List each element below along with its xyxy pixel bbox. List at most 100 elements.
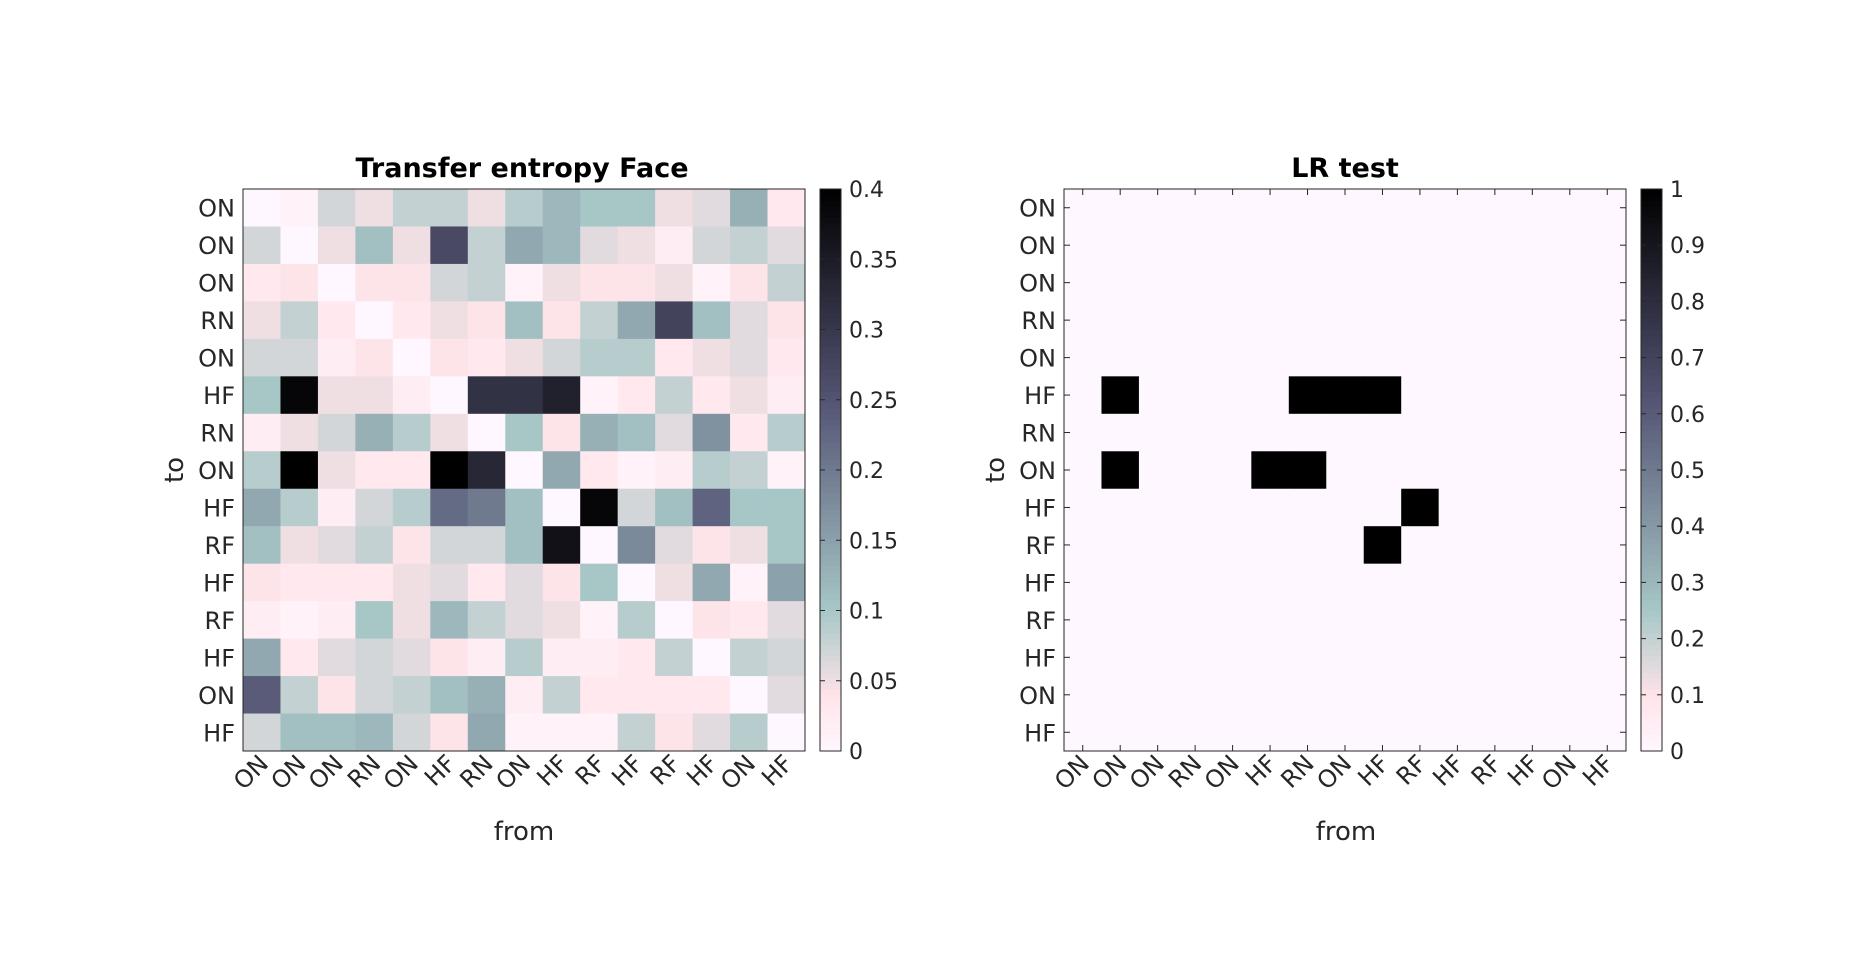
heatmap-cell <box>1401 526 1440 565</box>
colorbar-segment <box>1641 554 1662 561</box>
heatmap-cell <box>1288 526 1327 565</box>
heatmap-cell <box>1476 676 1515 715</box>
heatmap-cell <box>1438 413 1477 452</box>
heatmap-cell <box>317 526 356 565</box>
heatmap-cell <box>1064 263 1102 302</box>
heatmap-cell <box>243 601 281 640</box>
heatmap-cell <box>1213 563 1252 602</box>
heatmap-cell <box>1064 413 1102 452</box>
heatmap-cell <box>430 413 469 452</box>
heatmap-cell <box>767 601 806 640</box>
colorbar-segment <box>820 514 841 522</box>
heatmap-cell <box>1513 189 1552 227</box>
heatmap-cell <box>1176 526 1215 565</box>
colorbar-segment <box>1641 413 1662 421</box>
y-tick-label: ON <box>198 270 235 298</box>
heatmap-cell <box>1101 526 1140 565</box>
y-tick-label: HF <box>203 382 235 410</box>
colorbar-segment <box>1641 447 1662 454</box>
colorbar-segment <box>820 413 841 421</box>
heatmap-cell <box>1138 488 1177 527</box>
axis-tick-marks <box>1064 189 1626 751</box>
colorbar: 0 0.1 0.2 0.3 0.4 0.5 0.6 0.7 0.8 0.9 1 <box>1640 178 1705 765</box>
heatmap-cell <box>317 263 356 302</box>
heatmap-cell <box>1401 189 1440 227</box>
heatmap-cell <box>317 413 356 452</box>
colorbar-segment <box>820 402 841 409</box>
colorbar-segment <box>820 475 841 482</box>
colorbar-segment <box>1641 256 1662 263</box>
heatmap-cell <box>1551 488 1590 527</box>
colorbar-segment <box>820 222 841 229</box>
heatmap-cell <box>692 488 731 527</box>
heatmap-cell <box>317 563 356 602</box>
heatmap-cell <box>1551 451 1590 490</box>
heatmap-cell <box>1176 301 1215 340</box>
colorbar-segment <box>820 554 841 561</box>
heatmap-cell <box>1176 451 1215 490</box>
heatmap-cell <box>280 226 319 265</box>
heatmap-cell <box>430 601 469 640</box>
colorbar-segment <box>1641 340 1662 347</box>
colorbar-segment <box>1641 689 1662 696</box>
heatmap-cell <box>243 488 281 527</box>
heatmap-cell <box>1288 301 1327 340</box>
colorbar-segment <box>820 228 841 235</box>
heatmap-cell <box>392 526 431 565</box>
heatmap-cell <box>692 638 731 677</box>
heatmap-cell <box>355 713 394 752</box>
heatmap-cell <box>1251 676 1290 715</box>
heatmap-cell <box>542 413 581 452</box>
heatmap-cell <box>580 601 619 640</box>
colorbar-segment <box>1641 739 1662 746</box>
heatmap-cell <box>767 676 806 715</box>
heatmap-cell <box>1288 451 1327 490</box>
heatmap-cell <box>542 189 581 227</box>
colorbar-segment <box>1641 655 1662 662</box>
y-tick-label: ON <box>198 682 235 710</box>
heatmap-cell <box>617 376 656 415</box>
heatmap-cell <box>730 189 769 227</box>
heatmap-cell <box>430 638 469 677</box>
heatmap-cell <box>542 601 581 640</box>
heatmap-cell <box>1064 376 1102 415</box>
heatmap-cell <box>692 338 731 377</box>
colorbar-segment <box>1641 700 1662 707</box>
heatmap-cell <box>467 713 506 752</box>
colorbar-segment <box>820 368 841 376</box>
heatmap-cell <box>1288 338 1327 377</box>
colorbar-tick-label: 0.1 <box>1670 684 1705 709</box>
heatmap-cell <box>767 413 806 452</box>
heatmap-cell <box>1138 189 1177 227</box>
heatmap-cell <box>1513 338 1552 377</box>
heatmap-cell <box>1326 226 1365 265</box>
y-tick-label: ON <box>198 195 235 223</box>
heatmap-cell <box>467 301 506 340</box>
heatmap-cell <box>355 263 394 302</box>
heatmap-cell <box>1438 563 1477 602</box>
heatmap-cell <box>617 676 656 715</box>
heatmap-cell <box>1401 601 1440 640</box>
colorbar-segment <box>820 559 841 567</box>
heatmap-cell <box>1138 676 1177 715</box>
heatmap-cell <box>1551 563 1590 602</box>
colorbar-segment <box>820 576 841 583</box>
heatmap-cell <box>1363 526 1402 565</box>
colorbar-segment <box>1641 604 1662 612</box>
heatmap-cell <box>655 451 694 490</box>
colorbar-segment <box>1641 295 1662 302</box>
colorbar-segment <box>1641 363 1662 370</box>
y-tick-label: RF <box>1026 532 1056 560</box>
colorbar-segment <box>820 453 841 460</box>
heatmap-cell <box>1101 563 1140 602</box>
heatmap-cell <box>617 189 656 227</box>
colorbar-segment <box>1641 211 1662 218</box>
heatmap-cell <box>580 713 619 752</box>
heatmap-cell <box>243 338 281 377</box>
colorbar-segment <box>1641 419 1662 426</box>
heatmap-cell <box>1401 488 1440 527</box>
heatmap-cell <box>1401 376 1440 415</box>
heatmap-cell <box>655 638 694 677</box>
heatmap-cell <box>1064 226 1102 265</box>
heatmap-cell <box>1438 338 1477 377</box>
